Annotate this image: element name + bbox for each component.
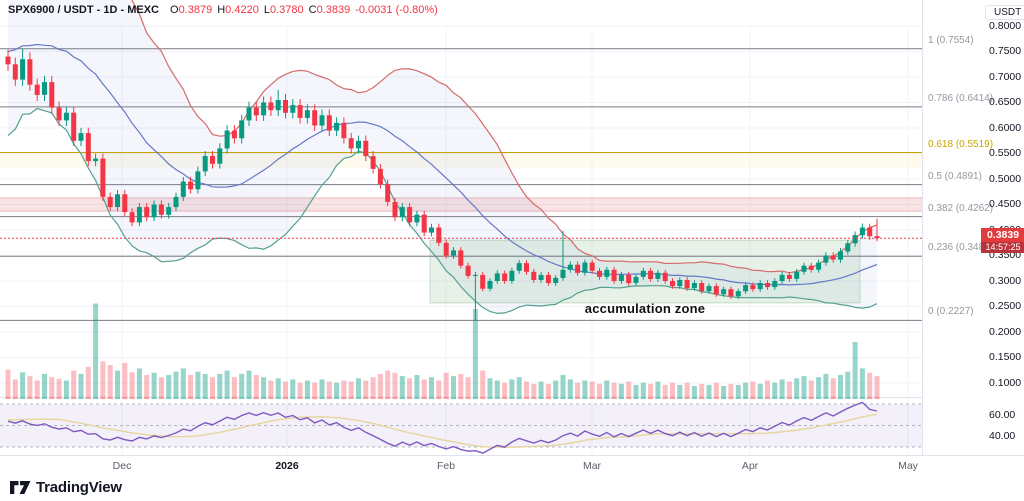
change-value: -0.0031 (-0.80%) (355, 4, 438, 16)
month-label: 2026 (275, 460, 299, 472)
tradingview-logo-text: TradingView (36, 479, 122, 496)
fib-label: 0.618 (0.5519) (928, 139, 994, 150)
price-tick: 0.2000 (989, 326, 1022, 338)
price-tick: 0.7500 (989, 45, 1022, 57)
symbol-legend: SPX6900 / USDT - 1D - MEXC O0.3879 H0.4220… (8, 4, 438, 16)
price-tick: 0.5000 (989, 173, 1022, 185)
symbol-title[interactable]: SPX6900 / USDT - 1D - MEXC (8, 4, 159, 16)
ohlc-key: C (308, 4, 317, 16)
fib-label: 0.236 (0.3484) (928, 242, 994, 253)
rsi-tick: 40.00 (989, 430, 1016, 442)
price-scale[interactable]: USDT 1 (0.7554) 0.786 (0.6414) 0.618 (0.55… (922, 0, 1024, 455)
price-tick: 0.7000 (989, 71, 1022, 83)
tradingview-logo-icon (10, 481, 31, 494)
fib-label: 0.382 (0.4262) (928, 203, 994, 214)
month-label: Dec (112, 460, 132, 472)
fib-label: 0 (0.2227) (928, 306, 974, 317)
price-tick: 0.1000 (989, 377, 1022, 389)
fib-label: 1 (0.7554) (928, 35, 974, 46)
fib-label: 0.786 (0.6414) (928, 93, 994, 104)
ohlc-val: 0.3879 (178, 4, 213, 16)
month-label: Apr (741, 460, 759, 472)
tradingview-logo[interactable]: TradingView (10, 479, 122, 496)
last-price-badge: 0.3839 14:57:25 (981, 228, 1024, 253)
ohlc-key: H (217, 4, 226, 16)
footer: TradingView (0, 475, 1024, 501)
ohlc-key: L (263, 4, 270, 16)
time-axis[interactable]: Dec 2026 Feb Mar Apr May (0, 455, 1024, 476)
price-tick: 0.5500 (989, 147, 1022, 159)
last-price-value: 0.3839 (981, 228, 1024, 242)
ohlc-val: 0.3780 (269, 4, 304, 16)
price-tick: 0.1500 (989, 351, 1022, 363)
month-label: Mar (582, 460, 602, 472)
ohlc-val: 0.3839 (316, 4, 351, 16)
price-chart-canvas[interactable] (0, 0, 922, 455)
ohlc-val: 0.4220 (225, 4, 259, 16)
rsi-tick: 60.00 (989, 409, 1016, 421)
price-tick: 0.3000 (989, 275, 1022, 287)
price-tick: 0.8000 (989, 20, 1022, 32)
price-tick: 0.2500 (989, 300, 1022, 312)
ohlc-key: O (170, 4, 179, 16)
price-tick: 0.4500 (989, 198, 1022, 210)
month-label: Feb (436, 460, 456, 472)
candle-countdown: 14:57:25 (981, 242, 1024, 253)
month-label: May (898, 460, 918, 472)
fib-label: 0.5 (0.4891) (928, 171, 982, 182)
price-tick: 0.6000 (989, 122, 1022, 134)
ohlc-values: O0.3879 H0.4220 L0.3780 C0.3839 (165, 4, 350, 16)
price-tick: 0.6500 (989, 96, 1022, 108)
currency-toggle-button[interactable]: USDT (985, 5, 1024, 20)
accumulation-zone-label: accumulation zone (584, 301, 706, 316)
